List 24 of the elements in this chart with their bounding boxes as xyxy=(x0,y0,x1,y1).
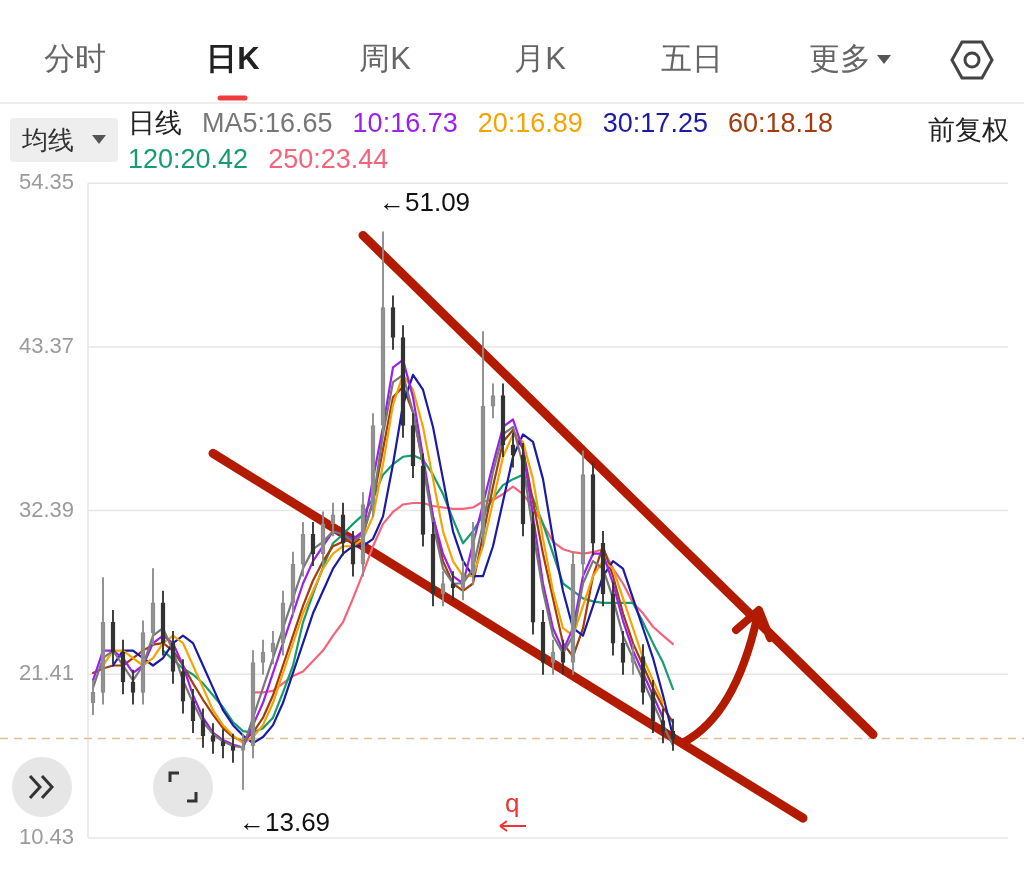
text: 均线 xyxy=(10,118,118,162)
text: 月K xyxy=(514,40,566,78)
text: 前复权 xyxy=(928,114,1009,147)
text: 30:17.25 xyxy=(602,107,708,140)
annotation: q xyxy=(505,788,520,819)
text: 更多 xyxy=(809,40,871,78)
text: 250:23.44 xyxy=(268,143,389,176)
text: 60:18.18 xyxy=(727,107,834,140)
text: MA5:16.65 xyxy=(202,107,333,140)
y-tick-label: 10.43 xyxy=(18,824,74,850)
y-tick-label: 43.37 xyxy=(18,332,74,358)
text: 10:16.73 xyxy=(352,107,458,140)
text: 日K xyxy=(206,40,260,78)
legend-title: 日线 xyxy=(128,107,182,140)
annotation: ←13.69 xyxy=(239,806,331,837)
y-tick-label: 54.35 xyxy=(18,169,74,195)
text: 120:20.42 xyxy=(128,143,249,176)
y-tick-label: 21.41 xyxy=(18,660,74,686)
text: 周K xyxy=(359,40,411,78)
text: 五日 xyxy=(661,40,723,78)
annotation: ←51.09 xyxy=(379,186,471,217)
y-tick-label: 32.39 xyxy=(18,496,74,522)
text: 20:16.89 xyxy=(477,107,583,140)
text: 分时 xyxy=(44,40,106,78)
